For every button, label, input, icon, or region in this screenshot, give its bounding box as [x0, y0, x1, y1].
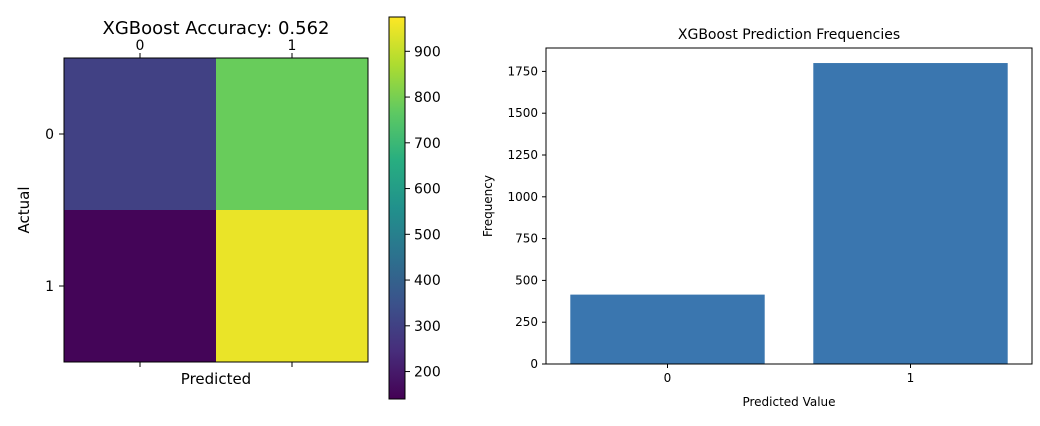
cm-cell-0-1 [216, 58, 368, 210]
bar-y-tick-label: 1250 [507, 148, 538, 162]
bar-y-tick-label: 750 [515, 232, 538, 246]
bar-y-tick-label: 250 [515, 315, 538, 329]
cm-x-tick-label: 1 [288, 38, 297, 54]
cm-y-ticks: 01 [45, 127, 64, 295]
cm-frame [63, 57, 369, 363]
cm-x-tick-label: 0 [136, 38, 145, 54]
bar-y-ticks: 0 250 500 750 1000 1250 1500 1750 [507, 64, 546, 371]
colorbar: 200 300 400 500 600 700 800 900 [388, 16, 441, 400]
cm-title: XGBoost Accuracy: 0.562 [103, 18, 330, 39]
bar-y-tick-label: 1750 [507, 64, 538, 78]
bar-y-tick-label: 500 [515, 273, 538, 287]
bar-y-tick-label: 0 [530, 357, 538, 371]
bar-xlabel: Predicted Value [742, 395, 835, 409]
colorbar-tick-label: 400 [414, 273, 441, 289]
bar-title: XGBoost Prediction Frequencies [678, 27, 900, 43]
cm-cell-1-1 [216, 210, 368, 362]
cm-xlabel: Predicted [181, 370, 251, 388]
colorbar-gradient [388, 16, 406, 400]
bar-x-tick-label: 1 [907, 371, 915, 385]
bar-x-tick-label: 0 [664, 371, 672, 385]
cm-cell-0-0 [64, 58, 216, 210]
bar-chart: XGBoost Prediction Frequencies 0 250 500 75… [481, 27, 1033, 409]
bar-ylabel: Frequency [481, 175, 495, 237]
bar-y-tick-label: 1500 [507, 106, 538, 120]
cm-y-tick-label: 0 [45, 127, 54, 143]
colorbar-tick-label: 600 [414, 182, 441, 198]
cm-cells [64, 58, 368, 362]
bar-frame [545, 47, 1033, 365]
bar-0 [570, 294, 765, 364]
cm-ylabel: Actual [15, 187, 33, 234]
cm-cell-1-0 [64, 210, 216, 362]
colorbar-tick-label: 300 [414, 319, 441, 335]
cm-y-tick-label: 1 [45, 279, 54, 295]
colorbar-tick-label: 800 [414, 90, 441, 106]
colorbar-tick-label: 900 [414, 44, 441, 60]
bar-y-tick-label: 1000 [507, 190, 538, 204]
colorbar-tick-label: 700 [414, 136, 441, 152]
colorbar-tick-label: 200 [414, 365, 441, 381]
colorbar-ticks: 200 300 400 500 600 700 800 900 [405, 44, 441, 381]
bar-1 [813, 63, 1008, 365]
bar-bars [570, 63, 1008, 365]
colorbar-tick-label: 500 [414, 227, 441, 243]
